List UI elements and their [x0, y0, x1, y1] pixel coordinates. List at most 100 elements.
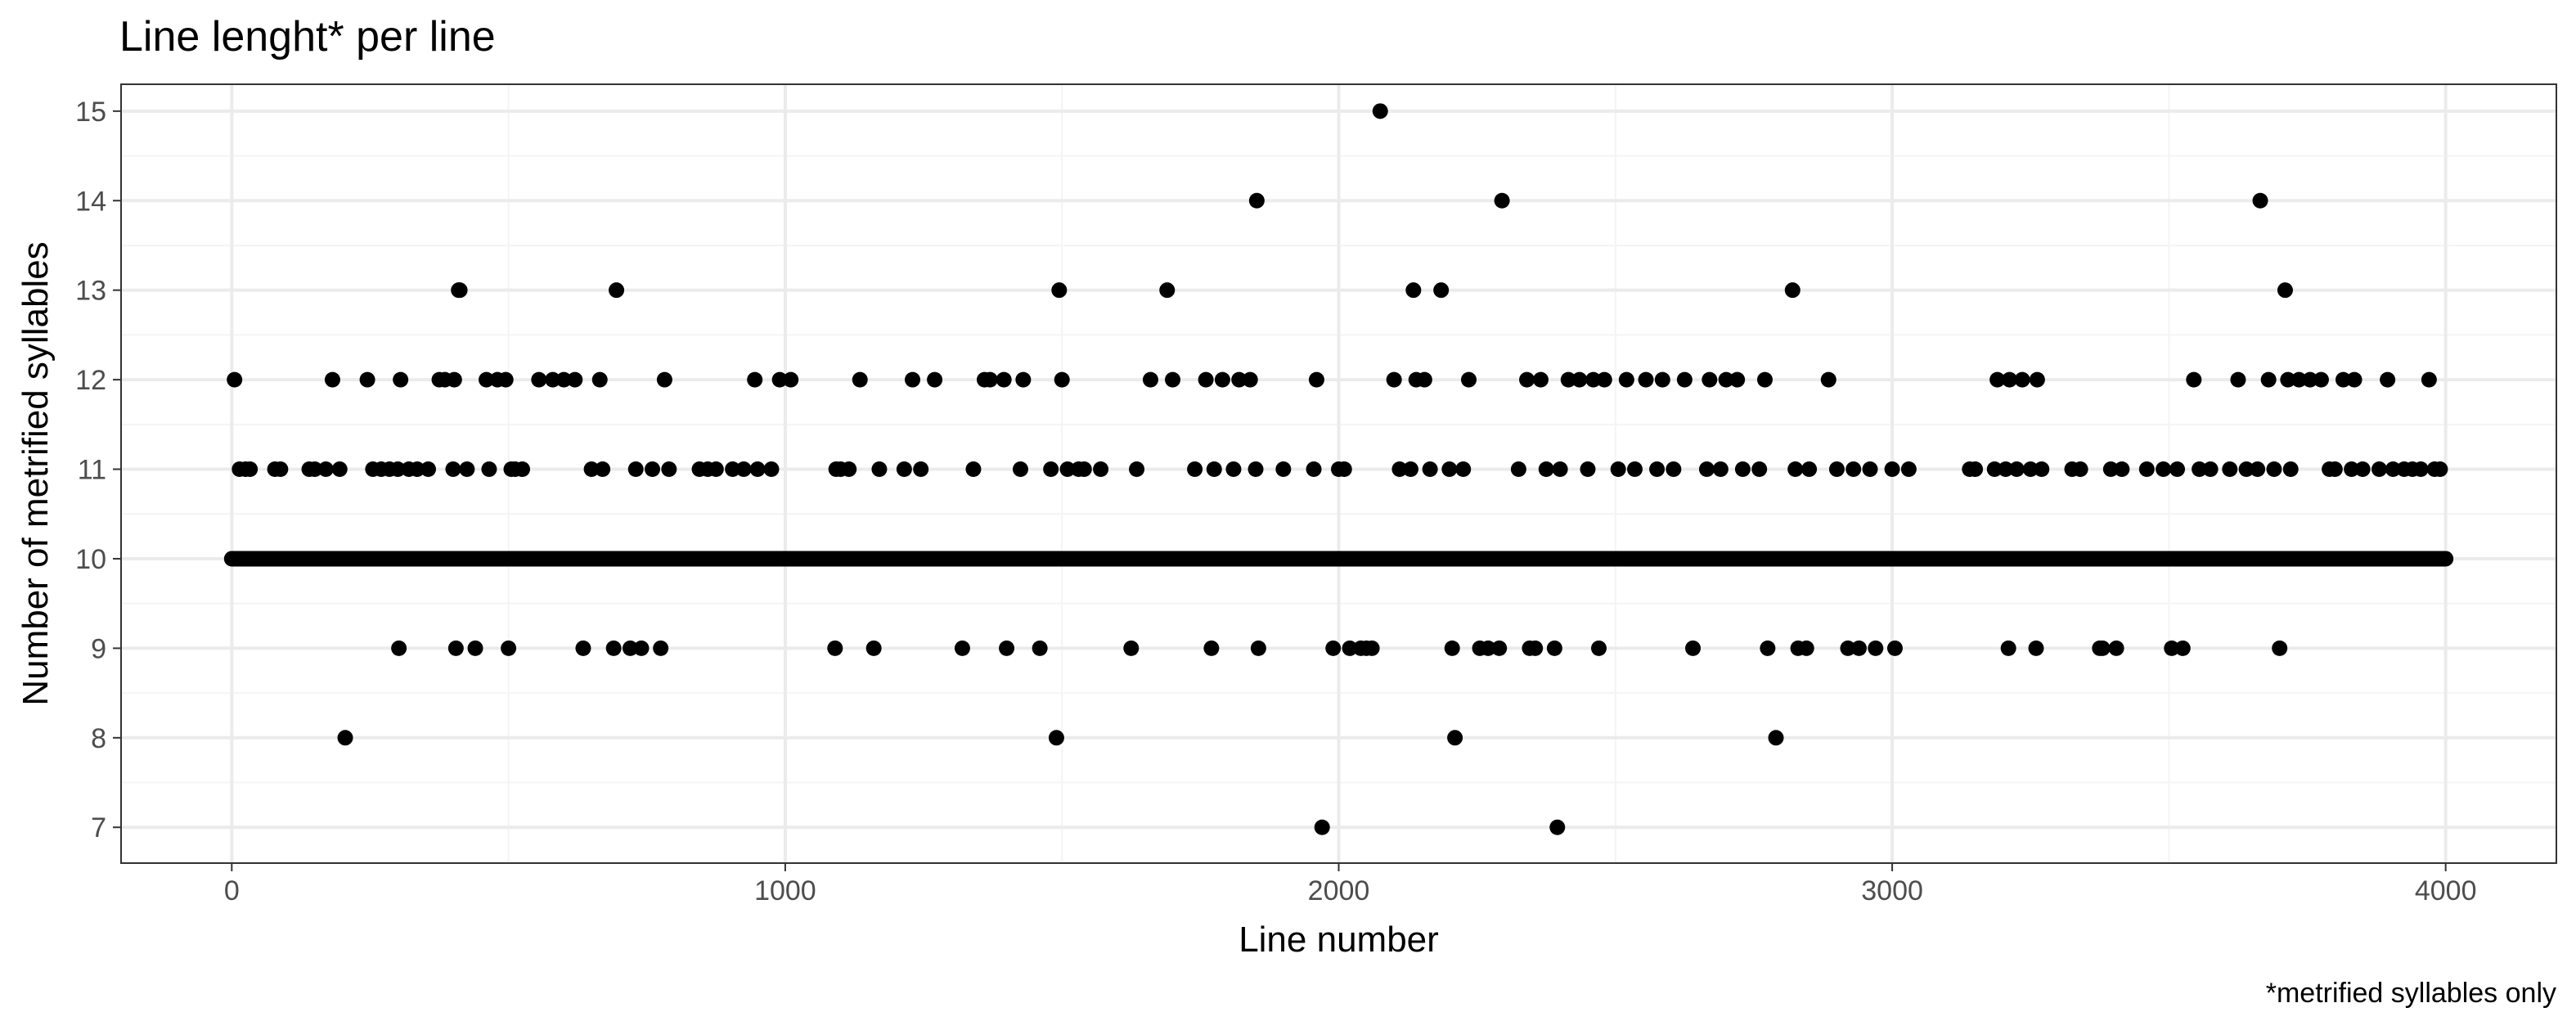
data-point	[1342, 640, 1358, 656]
data-point	[1187, 461, 1203, 478]
data-point	[331, 461, 348, 478]
data-point	[656, 371, 672, 388]
data-point	[1900, 461, 1917, 478]
data-point	[1405, 282, 1422, 299]
data-point	[1718, 371, 1734, 388]
data-point	[1712, 461, 1729, 478]
y-axis-title: Number of metrified syllables	[16, 241, 56, 705]
y-tick-label: 14	[75, 186, 106, 217]
chart-caption: *metrified syllables only	[2266, 978, 2556, 1009]
data-point	[1519, 371, 1535, 388]
data-point	[2385, 461, 2401, 478]
data-point	[1093, 461, 1109, 478]
data-point	[1159, 282, 1176, 299]
data-point	[1590, 640, 1607, 656]
data-point	[1043, 461, 1059, 478]
data-point	[2094, 640, 2111, 656]
data-point	[591, 371, 608, 388]
data-point	[1571, 371, 1588, 388]
data-point	[1142, 371, 1158, 388]
data-point	[1685, 640, 1702, 656]
x-tick-label: 3000	[1861, 875, 1923, 906]
data-point	[1250, 640, 1266, 656]
data-point	[1308, 371, 1324, 388]
data-point	[2250, 461, 2266, 478]
data-point	[1801, 461, 1818, 478]
x-tick-label: 1000	[754, 875, 816, 906]
data-point	[2313, 371, 2329, 388]
data-point	[735, 461, 752, 478]
data-point	[2174, 640, 2191, 656]
data-point	[827, 640, 843, 656]
data-point	[747, 371, 763, 388]
data-point	[1491, 640, 1508, 656]
data-point	[1248, 192, 1265, 209]
data-point	[2302, 371, 2318, 388]
data-point	[420, 461, 437, 478]
data-point	[2272, 640, 2288, 656]
data-point	[996, 371, 1012, 388]
data-point	[481, 461, 497, 478]
data-point	[905, 371, 921, 388]
data-point	[1698, 461, 1715, 478]
data-point	[1455, 461, 1472, 478]
data-point	[1480, 640, 1496, 656]
data-point	[1372, 103, 1388, 119]
y-tick-label: 11	[78, 455, 106, 486]
data-point	[1768, 730, 1784, 746]
data-point	[708, 461, 724, 478]
data-point	[1123, 640, 1140, 656]
data-point	[272, 461, 289, 478]
data-point	[2238, 461, 2255, 478]
data-point	[1549, 819, 1566, 835]
data-point	[2029, 371, 2045, 388]
data-point	[1433, 282, 1450, 299]
data-point	[1510, 461, 1526, 478]
data-point	[2230, 371, 2246, 388]
data-points	[223, 103, 2454, 835]
data-point	[2344, 461, 2360, 478]
data-point	[1702, 371, 1718, 388]
data-point	[459, 461, 475, 478]
data-point	[1787, 461, 1804, 478]
data-point	[2102, 461, 2119, 478]
data-point	[2108, 640, 2124, 656]
data-point	[627, 461, 644, 478]
data-point	[1552, 461, 1568, 478]
data-point	[2354, 461, 2371, 478]
data-point	[1798, 640, 1814, 656]
x-axis-title: Line number	[1239, 920, 1439, 960]
data-point	[1494, 192, 1510, 209]
data-point	[1784, 282, 1801, 299]
data-point	[515, 461, 531, 478]
data-point	[1862, 461, 1878, 478]
data-point	[227, 371, 243, 388]
data-point	[2192, 461, 2208, 478]
data-point	[1214, 371, 1230, 388]
data-point	[622, 640, 638, 656]
data-point	[749, 461, 766, 478]
data-point	[1532, 371, 1549, 388]
data-point	[1032, 640, 1048, 656]
data-point	[307, 461, 323, 478]
data-point	[1868, 640, 1884, 656]
data-point	[2022, 461, 2039, 478]
data-point	[1820, 371, 1836, 388]
data-point	[1076, 461, 1092, 478]
chart-title: Line lenght* per line	[119, 13, 496, 61]
data-point	[2138, 461, 2155, 478]
data-point	[1231, 371, 1248, 388]
data-point	[913, 461, 929, 478]
data-point	[1845, 461, 1862, 478]
data-point	[393, 371, 409, 388]
data-point	[1596, 371, 1612, 388]
data-point	[1638, 371, 1654, 388]
data-point	[1051, 282, 1068, 299]
data-point	[1314, 819, 1330, 835]
data-point	[1538, 461, 1554, 478]
data-point	[1580, 461, 1596, 478]
data-point	[317, 461, 334, 478]
data-point	[1242, 371, 1258, 388]
data-point	[1610, 461, 1626, 478]
